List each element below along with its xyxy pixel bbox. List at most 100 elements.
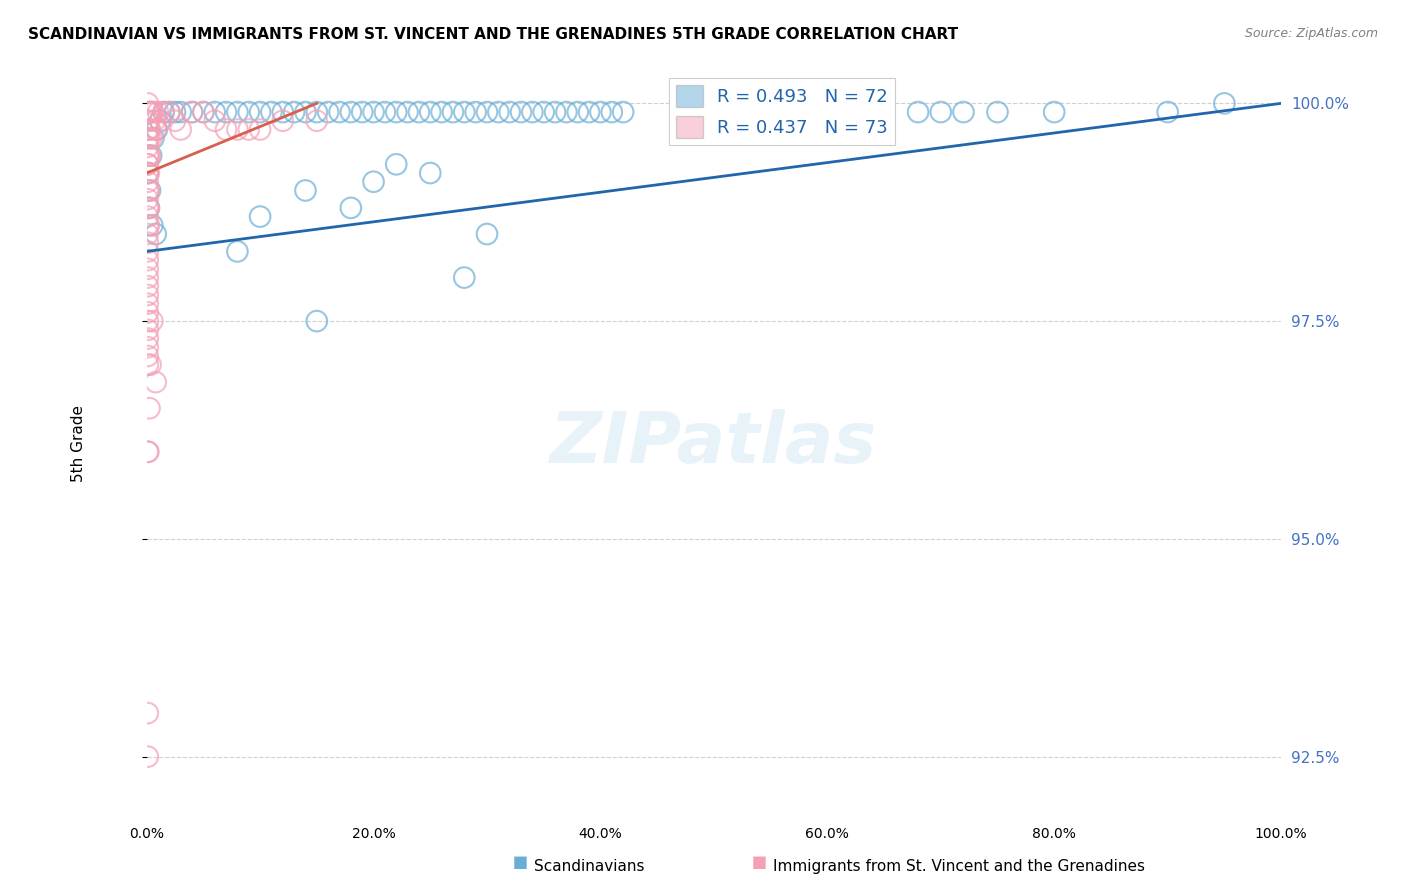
Point	[136, 244, 159, 259]
Point	[340, 201, 363, 215]
Point	[136, 270, 159, 285]
Point	[142, 105, 165, 120]
Point	[363, 175, 385, 189]
Point	[145, 122, 167, 136]
Point	[170, 122, 193, 136]
Point	[136, 157, 159, 171]
Point	[149, 113, 172, 128]
Point	[305, 105, 328, 120]
Point	[141, 219, 163, 233]
Text: ▪: ▪	[751, 850, 768, 874]
Point	[152, 105, 174, 120]
Point	[430, 105, 453, 120]
Point	[136, 279, 159, 293]
Point	[249, 105, 271, 120]
Point	[555, 105, 578, 120]
Point	[136, 140, 159, 154]
Point	[141, 105, 163, 120]
Point	[181, 105, 204, 120]
Point	[929, 105, 952, 120]
Point	[271, 113, 294, 128]
Point	[567, 105, 589, 120]
Point	[170, 105, 193, 120]
Point	[142, 131, 165, 145]
Point	[305, 113, 328, 128]
Point	[363, 105, 385, 120]
Y-axis label: 5th Grade: 5th Grade	[72, 405, 86, 482]
Legend: R = 0.493   N = 72, R = 0.437   N = 73: R = 0.493 N = 72, R = 0.437 N = 73	[669, 78, 896, 145]
Point	[138, 444, 160, 458]
Point	[157, 105, 180, 120]
Point	[138, 166, 160, 180]
Point	[136, 323, 159, 337]
Point	[952, 105, 974, 120]
Point	[385, 105, 408, 120]
Point	[1213, 96, 1236, 111]
Point	[486, 105, 509, 120]
Point	[139, 184, 162, 198]
Point	[907, 105, 929, 120]
Point	[612, 105, 634, 120]
Point	[374, 105, 396, 120]
Point	[238, 122, 260, 136]
Point	[589, 105, 612, 120]
Point	[138, 105, 160, 120]
Point	[136, 349, 159, 363]
Point	[419, 166, 441, 180]
Point	[352, 105, 374, 120]
Point	[136, 706, 159, 720]
Point	[136, 261, 159, 276]
Text: ZIPatlas: ZIPatlas	[550, 409, 877, 477]
Point	[759, 105, 782, 120]
Point	[138, 113, 160, 128]
Point	[441, 105, 464, 120]
Point	[271, 105, 294, 120]
Point	[136, 296, 159, 310]
Point	[453, 270, 475, 285]
Point	[139, 122, 162, 136]
Point	[138, 148, 160, 162]
Point	[138, 122, 160, 136]
Text: Immigrants from St. Vincent and the Grenadines: Immigrants from St. Vincent and the Gren…	[773, 859, 1146, 874]
Point	[294, 105, 316, 120]
Point	[533, 105, 555, 120]
Point	[152, 105, 174, 120]
Point	[141, 148, 163, 162]
Point	[249, 210, 271, 224]
Point	[215, 122, 238, 136]
Point	[136, 131, 159, 145]
Point	[600, 105, 623, 120]
Point	[703, 105, 725, 120]
Point	[986, 105, 1008, 120]
Point	[136, 105, 159, 120]
Point	[136, 227, 159, 241]
Point	[149, 113, 172, 128]
Point	[419, 105, 441, 120]
Point	[136, 444, 159, 458]
Point	[136, 175, 159, 189]
Point	[294, 184, 316, 198]
Text: Scandinavians: Scandinavians	[534, 859, 645, 874]
Point	[136, 210, 159, 224]
Point	[136, 314, 159, 328]
Point	[143, 113, 166, 128]
Point	[396, 105, 419, 120]
Point	[1156, 105, 1178, 120]
Point	[136, 749, 159, 764]
Point	[136, 122, 159, 136]
Text: SCANDINAVIAN VS IMMIGRANTS FROM ST. VINCENT AND THE GRENADINES 5TH GRADE CORRELA: SCANDINAVIAN VS IMMIGRANTS FROM ST. VINC…	[28, 27, 959, 42]
Point	[136, 201, 159, 215]
Point	[475, 227, 498, 241]
Point	[139, 148, 162, 162]
Point	[136, 148, 159, 162]
Point	[138, 184, 160, 198]
Point	[181, 105, 204, 120]
Point	[260, 105, 283, 120]
Point	[464, 105, 486, 120]
Point	[204, 113, 226, 128]
Point	[578, 105, 600, 120]
Point	[136, 288, 159, 302]
Point	[136, 235, 159, 250]
Point	[138, 201, 160, 215]
Point	[163, 105, 186, 120]
